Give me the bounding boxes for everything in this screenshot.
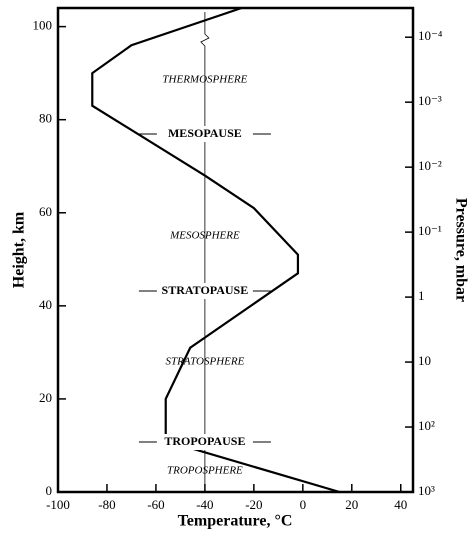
x-axis-label: Temperature, °C [178, 513, 293, 530]
y-tick-label: 0 [46, 483, 53, 498]
y2-tick-label: 10³ [418, 483, 435, 498]
y2-tick-label: 10 [418, 353, 431, 368]
y2-tick-label: 1 [418, 288, 425, 303]
y-tick-label: 40 [39, 297, 52, 312]
y2-tick-label: 10⁻² [418, 158, 442, 173]
temperature-line [91, 6, 340, 494]
x-tick-label: -80 [98, 497, 115, 512]
label-bg [156, 126, 253, 142]
y-tick-label: 20 [39, 390, 52, 405]
y-tick-label: 100 [33, 18, 53, 33]
x-tick-label: 40 [394, 497, 407, 512]
x-tick-label: 20 [345, 497, 358, 512]
pause-label: MESOPAUSE [168, 126, 242, 140]
y2-tick-label: 10² [418, 418, 435, 433]
label-bg [156, 434, 253, 450]
y2-tick-label: 10⁻⁴ [418, 28, 443, 43]
y2-tick-label: 10⁻¹ [418, 223, 442, 238]
y-tick-label: 80 [39, 111, 52, 126]
layer-label: TROPOSPHERE [167, 465, 243, 477]
y2-axis-label: Pressure, mbar [452, 198, 469, 302]
pause-label: TROPOPAUSE [164, 434, 245, 448]
layer-label: THERMOSPHERE [162, 74, 247, 86]
y-axis-label: Height, km [11, 211, 28, 288]
layer-label: MESOSPHERE [169, 230, 240, 242]
x-tick-label: -100 [46, 497, 70, 512]
x-tick-label: 0 [300, 497, 307, 512]
layer-label: STRATOSPHERE [165, 356, 244, 368]
x-tick-label: -20 [245, 497, 262, 512]
label-bg [156, 283, 253, 299]
x-tick-label: -60 [147, 497, 164, 512]
y-tick-label: 60 [39, 204, 52, 219]
pause-label: STRATOPAUSE [162, 283, 249, 297]
plot-frame [56, 6, 415, 494]
y2-tick-label: 10⁻³ [418, 93, 442, 108]
x-tick-label: -40 [196, 497, 213, 512]
reference-line [200, 12, 210, 492]
